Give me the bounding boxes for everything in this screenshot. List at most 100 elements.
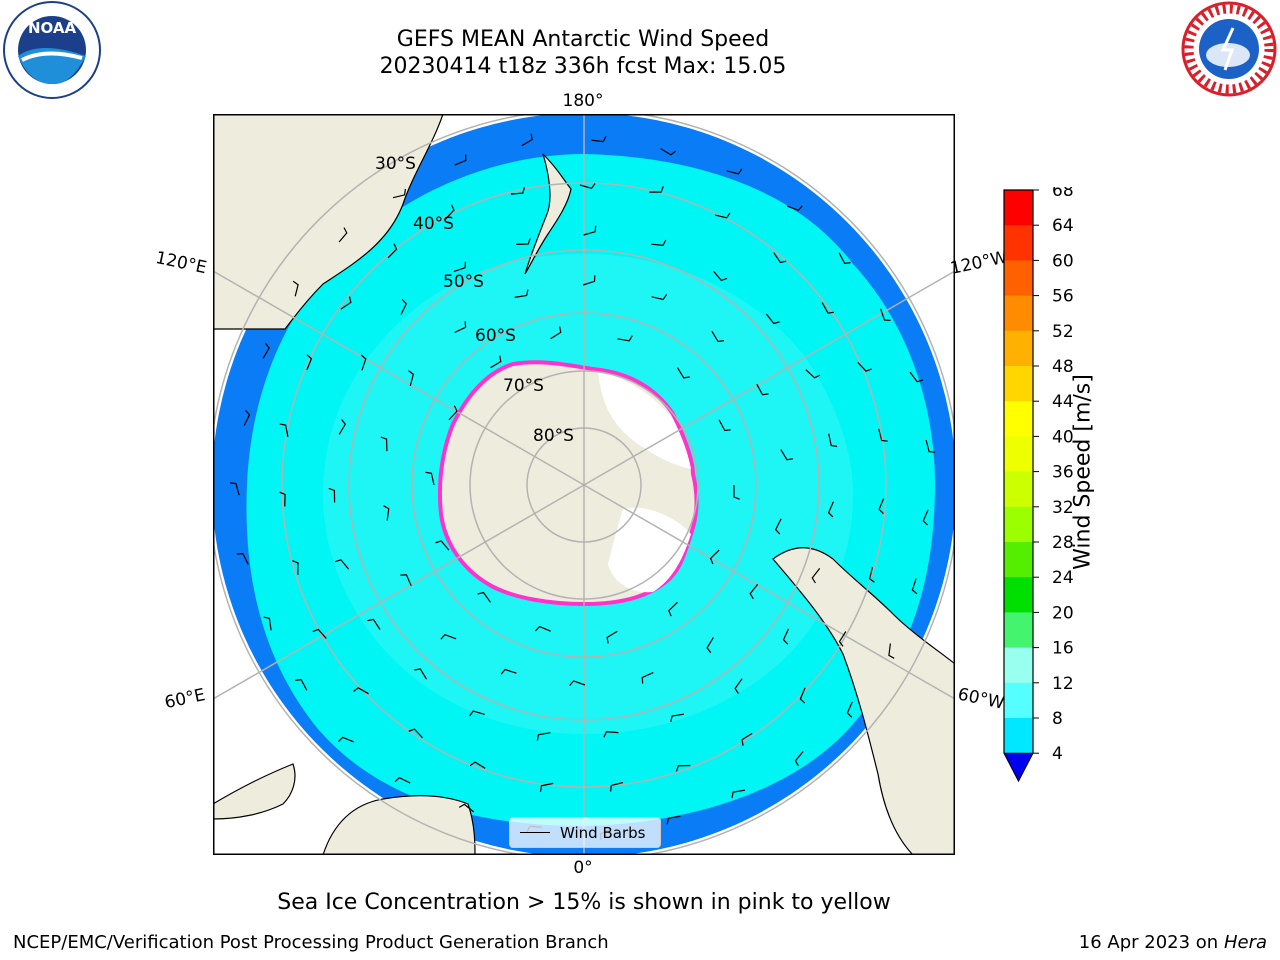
wind-barb xyxy=(660,148,676,156)
wind-barb xyxy=(786,205,803,212)
wind-barb xyxy=(583,225,597,236)
colorbar-tick-label: 4 xyxy=(1052,744,1063,764)
wind-barb xyxy=(569,680,586,686)
wind-barb xyxy=(279,491,286,507)
footer-machine: Hera xyxy=(1223,932,1267,953)
wind-barb xyxy=(878,498,885,515)
colorbar-tick-label: 24 xyxy=(1052,568,1074,588)
wind-barb xyxy=(670,713,684,723)
colorbar-label: Wind Speed [m/s] xyxy=(1070,374,1096,570)
wind-barb xyxy=(539,782,554,792)
colorbar-segment xyxy=(1004,471,1033,508)
wind-barb xyxy=(335,559,350,570)
wind-barb xyxy=(458,803,475,813)
wind-barb xyxy=(400,298,408,315)
wind-barb xyxy=(367,618,381,630)
meridians xyxy=(213,114,955,855)
wind-barb xyxy=(651,239,667,247)
wind-barb xyxy=(414,668,428,680)
lon-label-180: 180° xyxy=(563,91,604,111)
wind-barb xyxy=(821,302,834,314)
colorbar-segment xyxy=(1004,612,1033,649)
legend-label: Wind Barbs xyxy=(560,823,646,842)
colorbar-tick-label: 44 xyxy=(1052,392,1074,412)
colorbar-tick-label: 16 xyxy=(1052,639,1074,659)
wind-barb xyxy=(392,188,406,199)
wind-barb xyxy=(534,625,551,632)
wind-barb xyxy=(713,270,728,282)
wind-barb xyxy=(340,296,352,310)
colorbar-segment xyxy=(1004,718,1033,754)
land-madagascar xyxy=(213,763,296,820)
wind-barb xyxy=(312,628,327,639)
colorbar: 68 64 60 56 52 48 44 40 36 32 28 24 20 16 12 8 4 xyxy=(1002,181,1112,787)
colorbar-segment xyxy=(1004,260,1033,297)
wind-barb xyxy=(243,409,251,426)
noaa-logo: NOAA xyxy=(0,0,105,105)
wind-barb xyxy=(773,252,787,264)
wind-barb xyxy=(292,280,299,297)
wind-barb xyxy=(811,568,821,584)
wind-barb xyxy=(641,672,654,684)
wind-barb xyxy=(510,187,526,195)
lon-label-60w: 60°W xyxy=(956,684,1006,713)
wind-barb xyxy=(749,583,759,600)
colorbar-segment xyxy=(1004,506,1033,543)
wind-barb xyxy=(591,136,607,143)
wind-barb xyxy=(651,294,668,301)
wind-barbs xyxy=(230,133,936,840)
wind-barb xyxy=(649,186,664,193)
lat-label-60s: 60°S xyxy=(475,326,516,346)
wind-barb xyxy=(440,633,457,640)
land-australia xyxy=(213,114,444,330)
lat-label-30s: 30°S xyxy=(375,154,416,174)
colorbar-segment xyxy=(1004,401,1033,437)
wind-barb xyxy=(675,764,691,772)
lon-label-120w: 120°W xyxy=(949,247,1010,279)
colorbar-extend-arrow xyxy=(1003,752,1034,783)
wind-barb xyxy=(380,436,388,452)
nws-logo xyxy=(1178,0,1280,102)
colorbar-segment xyxy=(1004,436,1033,473)
wind-barb xyxy=(603,731,619,738)
chart-title: GEFS MEAN Antarctic Wind Speed xyxy=(396,27,770,52)
colorbar-tick-label: 8 xyxy=(1052,709,1063,729)
lon-label-0: 0° xyxy=(573,858,592,878)
wind-barb xyxy=(435,540,450,551)
wind-barb xyxy=(306,354,313,371)
colorbar-tick-label: 48 xyxy=(1052,357,1074,377)
lat-label-40s: 40°S xyxy=(413,214,454,234)
wind-barb xyxy=(714,212,731,219)
wind-barb xyxy=(230,482,240,496)
map-legend: Wind Barbs xyxy=(509,817,661,848)
wind-barb xyxy=(408,728,424,739)
wind-barb xyxy=(292,560,299,575)
colorbar-segment xyxy=(1004,295,1033,332)
lon-label-60e: 60°E xyxy=(163,685,207,713)
colorbar-tick-label: 32 xyxy=(1052,498,1074,518)
wind-barb xyxy=(846,701,853,718)
wind-barb xyxy=(295,679,308,691)
colorbar-segment xyxy=(1004,542,1033,578)
colorbar-segment xyxy=(1004,366,1033,402)
wind-barb xyxy=(490,355,502,369)
ice-shelf-ross xyxy=(598,372,691,469)
wind-barb xyxy=(909,371,924,383)
wind-barb xyxy=(338,227,348,243)
chart-subtitle: 20230414 t18z 336h fcst Max: 15.05 xyxy=(379,54,787,79)
colorbar-tick-label: 12 xyxy=(1052,674,1074,694)
land-south-america xyxy=(772,547,955,855)
wind-barb xyxy=(799,687,806,704)
colorbar-tick-label: 40 xyxy=(1052,427,1074,447)
wind-barb xyxy=(827,501,834,518)
wind-barb xyxy=(880,308,891,321)
wind-barb-legend-icon xyxy=(520,832,550,833)
wind-barb xyxy=(353,687,369,695)
wind-barb xyxy=(338,419,347,435)
land-africa xyxy=(322,795,476,855)
wind-barb xyxy=(425,471,435,486)
wind-barb xyxy=(606,630,618,644)
wind-barb xyxy=(925,439,936,453)
wind-barb xyxy=(857,361,872,372)
